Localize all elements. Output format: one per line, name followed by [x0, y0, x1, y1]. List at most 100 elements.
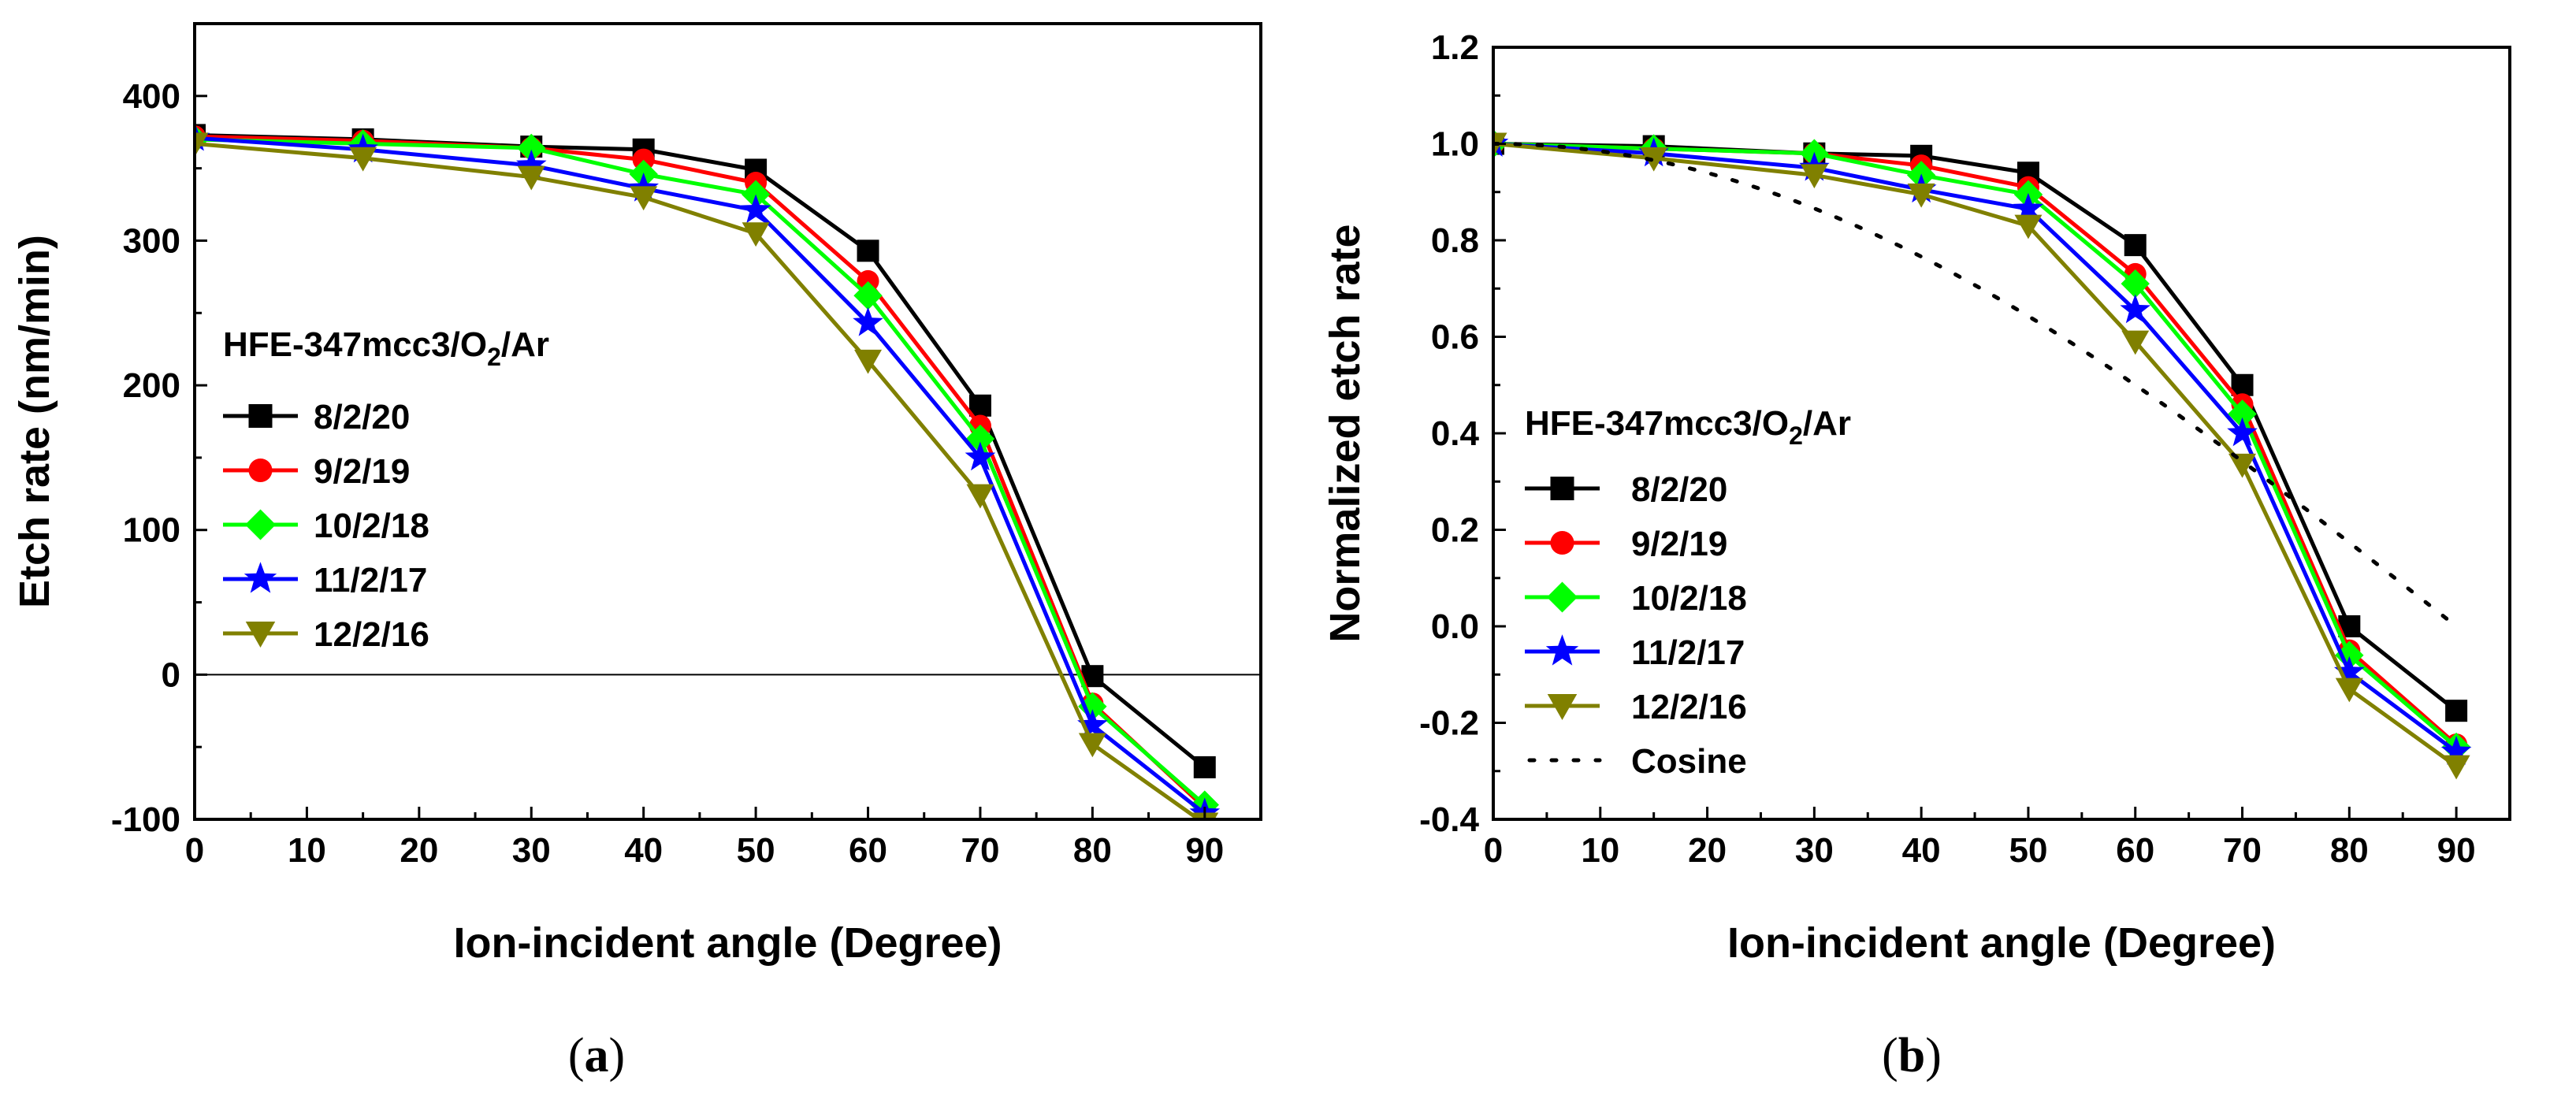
legend-label-9-2-19: 9/2/19 — [1631, 525, 1727, 563]
x-axis-title: Ion-incident angle (Degree) — [1727, 919, 2276, 967]
x-axis-title: Ion-incident angle (Degree) — [453, 919, 1002, 967]
data-point-12-2-16 — [1640, 147, 1668, 172]
data-point-12-2-16 — [1078, 733, 1106, 758]
legend-item-9-2-19: 9/2/19 — [1525, 525, 1727, 563]
y-tick-label: 0.2 — [1431, 511, 1479, 550]
plot-area — [1493, 128, 2472, 780]
x-tick-label: 10 — [1581, 831, 1619, 870]
legend-label-11-2-17: 11/2/17 — [314, 561, 427, 600]
data-point-11-2-17 — [740, 194, 771, 224]
data-point-11-2-17 — [2013, 192, 2044, 222]
plot-area — [195, 121, 1221, 819]
legend-item-11-2-17: 11/2/17 — [1525, 633, 1745, 672]
x-tick-label: 60 — [2116, 831, 2154, 870]
y-tick-label: 1.0 — [1431, 125, 1479, 164]
data-point-10-2-18 — [853, 281, 883, 310]
x-tick-label: 60 — [849, 831, 887, 870]
data-point-8-2-20 — [968, 394, 991, 417]
x-tick-label: 80 — [1073, 831, 1112, 870]
data-point-8-2-20 — [2445, 700, 2468, 722]
legend-marker-9-2-19 — [1550, 531, 1574, 555]
y-tick-label: 0 — [162, 655, 180, 694]
legend: HFE-347mcc3/O2/Ar 8/2/20 9/2/19 10/2/18 11/2… — [1525, 404, 1851, 781]
data-point-11-2-17 — [2334, 655, 2365, 685]
data-point-11-2-17 — [2227, 417, 2258, 447]
data-point-12-2-16 — [195, 132, 209, 158]
legend-item-cosine: Cosine — [1527, 742, 1747, 781]
legend: HFE-347mcc3/O2/Ar 8/2/20 9/2/19 10/2/18 11/2… — [223, 325, 549, 654]
data-point-12-2-16 — [349, 147, 377, 172]
legend-marker-8-2-20 — [1550, 477, 1574, 500]
y-tick-label: 0.6 — [1431, 318, 1479, 357]
legend-label-12-2-16: 12/2/16 — [314, 615, 429, 654]
y-axis-title: Etch rate (nm/min) — [11, 235, 58, 608]
legend-item-12-2-16: 12/2/16 — [1525, 688, 1747, 726]
series-line-12-2-16 — [1493, 142, 2458, 768]
plot-frame — [193, 22, 1262, 821]
data-point-12-2-16 — [1800, 164, 1828, 189]
data-point-12-2-16 — [2335, 678, 2363, 703]
legend-label-8-2-20: 8/2/20 — [1631, 470, 1727, 509]
x-tick-label: 0 — [1484, 831, 1503, 870]
data-point-10-2-18 — [965, 424, 995, 454]
x-tick-label: 50 — [2009, 831, 2047, 870]
legend-marker-11-2-17 — [1545, 634, 1579, 666]
y-tick-label: -0.4 — [1419, 800, 1479, 839]
legend-marker-9-2-19 — [248, 459, 273, 482]
y-tick-label: 400 — [123, 77, 180, 116]
data-point-10-2-18 — [2228, 399, 2257, 429]
x-tick-label: 70 — [961, 831, 999, 870]
legend-label-11-2-17: 11/2/17 — [1631, 633, 1745, 672]
data-point-8-2-20 — [2124, 234, 2147, 257]
chart-panel-b: 0 10 20 30 40 50 60 70 80 90 -0.4 -0.2 0.0 0.2 0.4 0.6 0… — [1321, 28, 2511, 1082]
legend-label-cosine: Cosine — [1631, 742, 1747, 781]
data-point-12-2-16 — [2014, 214, 2043, 239]
data-point-11-2-17 — [516, 149, 547, 179]
legend-marker-12-2-16 — [1547, 694, 1578, 720]
legend-marker-12-2-16 — [245, 622, 276, 648]
x-tick-label: 50 — [737, 831, 775, 870]
data-point-11-2-17 — [2120, 294, 2150, 324]
y-tick-label: 0.0 — [1431, 607, 1479, 646]
x-tick-label: 20 — [400, 831, 438, 870]
y-tick-label: 1.2 — [1431, 28, 1479, 67]
legend-item-8-2-20: 8/2/20 — [1525, 470, 1727, 509]
legend-item-12-2-16: 12/2/16 — [223, 615, 429, 654]
legend-title: HFE-347mcc3/O2/Ar — [223, 325, 549, 371]
legend-item-9-2-19: 9/2/19 — [223, 452, 410, 491]
y-tick-label: -100 — [111, 800, 180, 839]
legend-label-10-2-18: 10/2/18 — [1631, 579, 1747, 618]
data-point-9-2-19 — [632, 148, 655, 171]
data-point-11-2-17 — [965, 441, 996, 471]
x-tick-label: 20 — [1688, 831, 1727, 870]
legend-label-8-2-20: 8/2/20 — [314, 398, 410, 436]
panel-label-b: (b) — [1882, 1029, 1942, 1082]
x-tick-label: 30 — [1795, 831, 1834, 870]
data-point-12-2-16 — [966, 484, 994, 509]
series-line-8-2-20 — [195, 132, 1206, 769]
data-point-12-2-16 — [517, 165, 545, 191]
x-tick-label: 30 — [512, 831, 551, 870]
x-tick-label: 90 — [2437, 831, 2476, 870]
data-point-12-2-16 — [1907, 183, 1935, 208]
y-axis-title: Normalized etch rate — [1321, 224, 1369, 642]
data-point-8-2-20 — [857, 239, 879, 262]
data-point-12-2-16 — [2228, 453, 2257, 478]
legend-title: HFE-347mcc3/O2/Ar — [1525, 404, 1851, 450]
data-point-12-2-16 — [2121, 330, 2150, 355]
y-tick-label: 200 — [123, 366, 180, 405]
legend-marker-10-2-18 — [245, 509, 276, 540]
x-tick-label: 0 — [185, 831, 204, 870]
x-tick-label: 40 — [624, 831, 663, 870]
data-point-12-2-16 — [742, 222, 770, 247]
x-tick-label: 80 — [2330, 831, 2369, 870]
panel-label-a: (a) — [568, 1029, 625, 1082]
data-point-11-2-17 — [853, 306, 883, 336]
y-tick-label: 0.8 — [1431, 221, 1479, 260]
legend-item-11-2-17: 11/2/17 — [223, 561, 427, 600]
legend-item-10-2-18: 10/2/18 — [223, 507, 429, 545]
legend-label-12-2-16: 12/2/16 — [1631, 688, 1747, 726]
data-point-11-2-17 — [2440, 736, 2472, 765]
x-tick-label: 40 — [1902, 831, 1941, 870]
legend-marker-8-2-20 — [248, 404, 273, 428]
